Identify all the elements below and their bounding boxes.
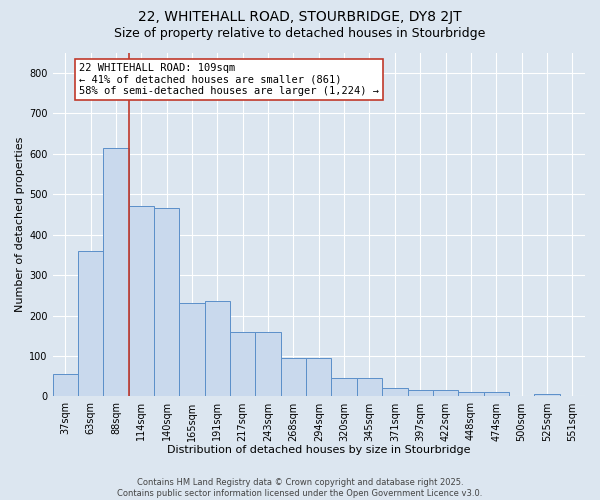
Bar: [407, 390, 433, 396]
Bar: [357, 378, 382, 396]
Bar: [154, 208, 179, 396]
Bar: [179, 304, 205, 396]
Text: Contains HM Land Registry data © Crown copyright and database right 2025.
Contai: Contains HM Land Registry data © Crown c…: [118, 478, 482, 498]
Bar: [484, 392, 509, 396]
Bar: [230, 332, 256, 396]
X-axis label: Distribution of detached houses by size in Stourbridge: Distribution of detached houses by size …: [167, 445, 470, 455]
Bar: [281, 358, 306, 397]
Bar: [78, 251, 103, 396]
Text: Size of property relative to detached houses in Stourbridge: Size of property relative to detached ho…: [115, 28, 485, 40]
Bar: [103, 148, 128, 396]
Bar: [534, 394, 560, 396]
Text: 22 WHITEHALL ROAD: 109sqm
← 41% of detached houses are smaller (861)
58% of semi: 22 WHITEHALL ROAD: 109sqm ← 41% of detac…: [79, 63, 379, 96]
Bar: [433, 390, 458, 396]
Bar: [306, 358, 331, 397]
Y-axis label: Number of detached properties: Number of detached properties: [15, 137, 25, 312]
Bar: [128, 206, 154, 396]
Bar: [53, 374, 78, 396]
Text: 22, WHITEHALL ROAD, STOURBRIDGE, DY8 2JT: 22, WHITEHALL ROAD, STOURBRIDGE, DY8 2JT: [138, 10, 462, 24]
Bar: [458, 392, 484, 396]
Bar: [205, 302, 230, 396]
Bar: [331, 378, 357, 396]
Bar: [382, 388, 407, 396]
Bar: [256, 332, 281, 396]
